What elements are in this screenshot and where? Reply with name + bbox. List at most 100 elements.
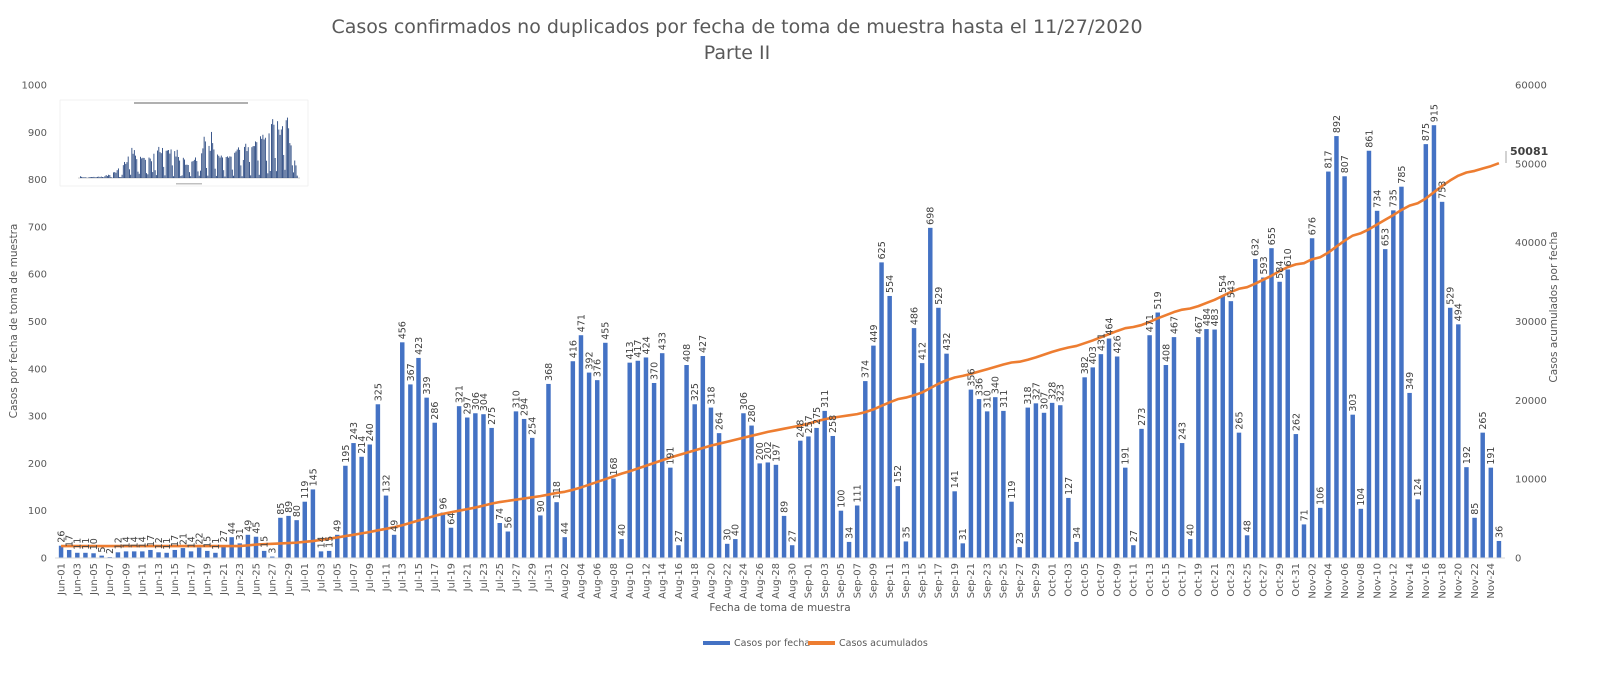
bar-value-label: 584 bbox=[1275, 261, 1286, 279]
y2-tick-label: 40000 bbox=[1515, 238, 1547, 249]
bar bbox=[1236, 432, 1242, 558]
thumbnail-bar bbox=[148, 157, 150, 178]
bar bbox=[1472, 517, 1477, 558]
bar bbox=[448, 527, 454, 558]
thumbnail-bar bbox=[141, 158, 143, 178]
x-tick-label: Jul-15 bbox=[414, 563, 425, 592]
bar-data-labels: 2617111110521214141417121117211422151127… bbox=[56, 104, 1505, 554]
bar-value-label: 14 bbox=[121, 536, 132, 548]
bar bbox=[1253, 259, 1258, 558]
bar-value-label: 40 bbox=[1186, 524, 1197, 536]
bar-value-label: 96 bbox=[438, 497, 449, 509]
bar bbox=[99, 555, 104, 558]
x-tick-label: Oct-31 bbox=[1291, 563, 1302, 597]
thumbnail-bar bbox=[249, 161, 250, 178]
bar bbox=[960, 543, 966, 558]
thumbnail-bar bbox=[218, 155, 220, 178]
end-value-label: 50081 bbox=[1510, 145, 1548, 158]
x-tick-label: Oct-27 bbox=[1259, 563, 1270, 597]
thumbnail-bar bbox=[162, 147, 163, 178]
bar-value-label: 5 bbox=[97, 547, 108, 553]
thumbnail-bar bbox=[263, 139, 265, 178]
thumbnail-bar bbox=[213, 149, 215, 178]
thumbnail-bar bbox=[88, 177, 90, 178]
thumbnail-bar bbox=[82, 177, 84, 178]
bar-value-label: 554 bbox=[1218, 275, 1229, 293]
x-tick-label: Sep-21 bbox=[966, 563, 977, 598]
bar-value-label: 15 bbox=[203, 536, 214, 548]
x-tick-label: Jul-31 bbox=[544, 563, 555, 592]
x-tick-label: Aug-12 bbox=[641, 563, 652, 599]
thumbnail-bar bbox=[240, 165, 242, 178]
bar-value-label: 310 bbox=[511, 390, 522, 408]
thumbnail-bar bbox=[116, 170, 118, 178]
bar-value-label: 17 bbox=[170, 535, 181, 547]
y2-tick-label: 10000 bbox=[1515, 475, 1547, 486]
bar-value-label: 152 bbox=[893, 465, 904, 483]
bar bbox=[1342, 176, 1347, 559]
bar-value-label: 31 bbox=[958, 528, 969, 540]
bar-value-label: 49 bbox=[243, 520, 254, 532]
x-tick-label: Oct-07 bbox=[1096, 563, 1107, 597]
bar bbox=[651, 382, 657, 558]
bar bbox=[1285, 269, 1290, 558]
bar-value-label: 325 bbox=[373, 383, 384, 401]
thumbnail-bar bbox=[181, 175, 183, 178]
bar bbox=[1496, 540, 1502, 558]
y-tick-label: 500 bbox=[28, 317, 47, 328]
bar-value-label: 412 bbox=[918, 342, 929, 360]
y2-tick-label: 30000 bbox=[1515, 317, 1547, 328]
bar bbox=[659, 353, 665, 558]
bar bbox=[1114, 356, 1120, 558]
x-tick-label: Oct-03 bbox=[1064, 563, 1075, 597]
bar-value-label: 168 bbox=[609, 457, 620, 475]
thumbnail-bar bbox=[223, 170, 225, 178]
x-tick-label: Oct-23 bbox=[1226, 563, 1237, 597]
bar-value-label: 861 bbox=[1364, 130, 1375, 148]
bar bbox=[781, 515, 787, 558]
thumbnail-bar bbox=[142, 157, 144, 178]
thumbnail-bar bbox=[92, 177, 94, 178]
bar bbox=[570, 361, 576, 558]
bar-value-label: 275 bbox=[487, 407, 498, 425]
x-tick-label: Nov-04 bbox=[1324, 563, 1335, 599]
bar bbox=[432, 422, 437, 558]
thumbnail-bar bbox=[132, 153, 134, 178]
thumbnail-bar bbox=[113, 172, 114, 178]
bar bbox=[578, 335, 584, 558]
thumbnail-bar bbox=[280, 129, 282, 178]
bar bbox=[1179, 443, 1185, 558]
bar-value-label: 310 bbox=[983, 390, 994, 408]
bar bbox=[1090, 367, 1095, 558]
bar-value-label: 11 bbox=[162, 538, 173, 550]
thumbnail-bar bbox=[158, 146, 160, 178]
x-tick-label: Aug-10 bbox=[625, 563, 636, 599]
bar-value-label: 408 bbox=[682, 344, 693, 362]
bar bbox=[586, 372, 592, 558]
bar bbox=[66, 549, 72, 558]
bar-value-label: 321 bbox=[455, 385, 466, 403]
bar-value-label: 529 bbox=[934, 287, 945, 305]
bar-value-label: 467 bbox=[1169, 316, 1180, 334]
thumbnail-bar bbox=[136, 159, 138, 178]
bar bbox=[798, 440, 803, 558]
x-tick-label: Jun-13 bbox=[154, 563, 165, 596]
thumbnail-bar bbox=[293, 172, 294, 178]
thumbnail-bar bbox=[144, 159, 146, 178]
bar bbox=[765, 462, 771, 558]
bar bbox=[1358, 508, 1364, 558]
x-tick-label: Aug-04 bbox=[576, 563, 587, 599]
x-tick-label: Jun-07 bbox=[105, 563, 116, 596]
bar bbox=[822, 410, 827, 558]
bar bbox=[400, 342, 405, 558]
bar-value-label: 325 bbox=[690, 383, 701, 401]
thumbnail-bar bbox=[278, 129, 280, 178]
thumbnail-bar bbox=[275, 171, 277, 178]
x-tick-label: Aug-18 bbox=[690, 563, 701, 599]
thumbnail-bar bbox=[133, 150, 135, 178]
bar bbox=[221, 545, 226, 558]
thumbnail-bar bbox=[267, 173, 269, 178]
bar bbox=[619, 539, 624, 558]
bar bbox=[237, 543, 243, 558]
bar bbox=[741, 413, 746, 558]
